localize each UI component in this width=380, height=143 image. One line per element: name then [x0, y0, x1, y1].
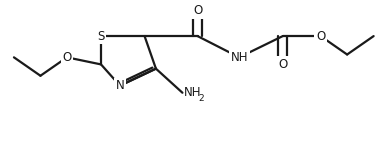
Text: NH: NH — [184, 86, 202, 99]
Text: O: O — [316, 30, 325, 43]
Text: NH: NH — [230, 51, 248, 64]
Text: O: O — [278, 58, 287, 71]
Text: N: N — [116, 79, 124, 92]
Text: S: S — [97, 30, 105, 43]
Text: O: O — [62, 51, 71, 64]
Text: 2: 2 — [199, 94, 204, 103]
Text: O: O — [193, 4, 202, 17]
